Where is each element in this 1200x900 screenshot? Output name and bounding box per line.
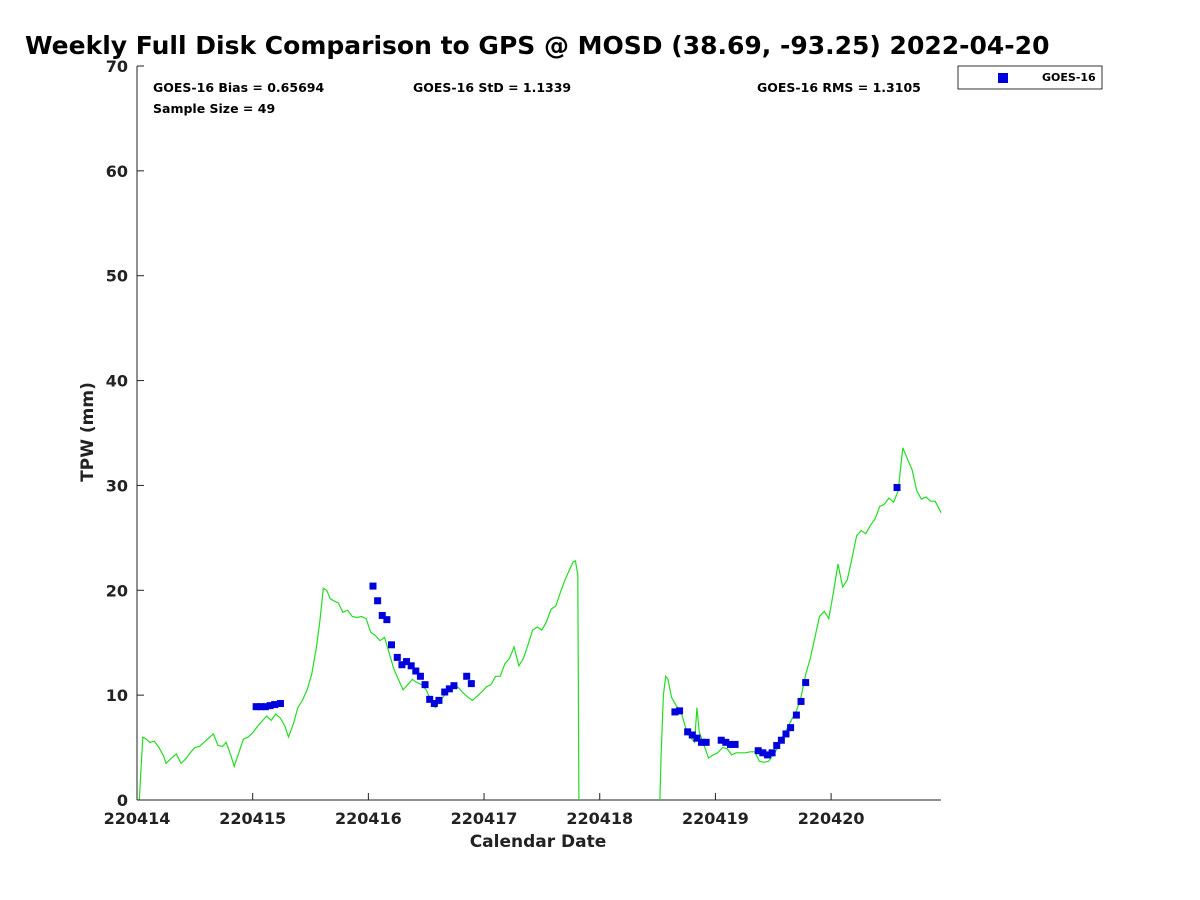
goes16-point xyxy=(722,738,730,746)
goes16-point xyxy=(369,582,377,590)
goes16-point xyxy=(276,700,284,708)
goes16-point xyxy=(792,711,800,719)
goes16-point xyxy=(441,688,449,696)
goes16-point xyxy=(782,730,790,738)
goes16-point xyxy=(726,740,734,748)
goes16-point xyxy=(257,703,265,711)
plot-area xyxy=(136,66,941,801)
goes16-point xyxy=(416,672,424,680)
goes16-point xyxy=(684,728,692,736)
gps-series xyxy=(138,447,942,801)
goes16-point xyxy=(426,695,434,703)
gps-line-segment xyxy=(138,560,580,801)
goes16-point xyxy=(693,734,701,742)
goes16-point xyxy=(773,741,781,749)
x-tick-label: 220417 xyxy=(451,809,518,828)
rms-stat: GOES-16 RMS = 1.3105 xyxy=(757,80,921,95)
goes16-point xyxy=(763,751,771,759)
goes16-point xyxy=(388,641,396,649)
goes16-point xyxy=(252,703,260,711)
gps-line-segment xyxy=(659,447,942,801)
sample-size-stat: Sample Size = 49 xyxy=(153,101,275,116)
goes16-point xyxy=(759,749,767,757)
goes16-point xyxy=(702,738,710,746)
goes16-point xyxy=(378,611,386,619)
goes16-point xyxy=(266,702,274,710)
goes16-point xyxy=(754,747,762,755)
goes16-point xyxy=(768,749,776,757)
legend-marker-goes16 xyxy=(998,73,1008,83)
legend-label-goes16: GOES-16 xyxy=(1042,71,1096,84)
goes16-point xyxy=(403,658,411,666)
y-tick-label: 60 xyxy=(106,162,128,181)
goes16-point xyxy=(717,736,725,744)
x-tick-label: 220415 xyxy=(219,809,286,828)
goes16-point xyxy=(671,708,679,716)
y-tick-label: 40 xyxy=(106,372,128,391)
x-tick-label: 220416 xyxy=(335,809,402,828)
y-axis-ticks: 0 10 20 30 40 50 60 70 xyxy=(106,57,144,810)
goes16-point xyxy=(374,597,382,605)
goes16-point xyxy=(261,703,269,711)
goes16-series xyxy=(252,484,901,759)
y-tick-label: 30 xyxy=(106,476,128,495)
legend-box xyxy=(957,65,1103,90)
x-axis-ticks: 220414 220415 220416 220417 220418 220419 2204… xyxy=(104,793,865,828)
x-tick-label: 220414 xyxy=(104,809,171,828)
x-axis-label: Calendar Date xyxy=(470,832,607,852)
goes16-point xyxy=(777,736,785,744)
goes16-point xyxy=(393,653,401,661)
goes16-point xyxy=(430,700,438,708)
goes16-point xyxy=(407,662,415,670)
legend: GOES-16 xyxy=(957,65,1103,90)
y-tick-label: 20 xyxy=(106,581,128,600)
std-stat: GOES-16 StD = 1.1339 xyxy=(413,80,571,95)
chart-title: Weekly Full Disk Comparison to GPS @ MOS… xyxy=(25,31,1049,60)
goes16-point xyxy=(271,701,279,709)
x-tick-label: 220420 xyxy=(798,809,865,828)
goes16-point xyxy=(688,731,696,739)
bias-stat: GOES-16 Bias = 0.65694 xyxy=(153,80,324,95)
y-tick-label: 10 xyxy=(106,686,128,705)
goes16-point xyxy=(787,724,795,732)
x-tick-label: 220419 xyxy=(682,809,749,828)
goes16-point xyxy=(797,697,805,705)
goes16-point xyxy=(802,679,810,687)
y-tick-label: 70 xyxy=(106,57,128,76)
goes16-point xyxy=(412,667,420,675)
goes16-point xyxy=(731,740,739,748)
goes16-point xyxy=(463,672,471,680)
goes16-point xyxy=(450,682,458,690)
y-tick-label: 0 xyxy=(117,791,128,810)
goes16-point xyxy=(445,685,453,693)
goes16-point xyxy=(893,484,901,492)
y-axis-label: TPW (mm) xyxy=(78,382,98,482)
goes16-point xyxy=(467,680,475,688)
goes16-point xyxy=(676,707,684,715)
x-tick-label: 220418 xyxy=(566,809,633,828)
goes16-point xyxy=(383,616,391,624)
goes16-point xyxy=(398,661,406,669)
goes16-point xyxy=(421,681,429,689)
goes16-point xyxy=(435,696,443,704)
goes16-point xyxy=(698,738,706,746)
y-tick-label: 50 xyxy=(106,267,128,286)
